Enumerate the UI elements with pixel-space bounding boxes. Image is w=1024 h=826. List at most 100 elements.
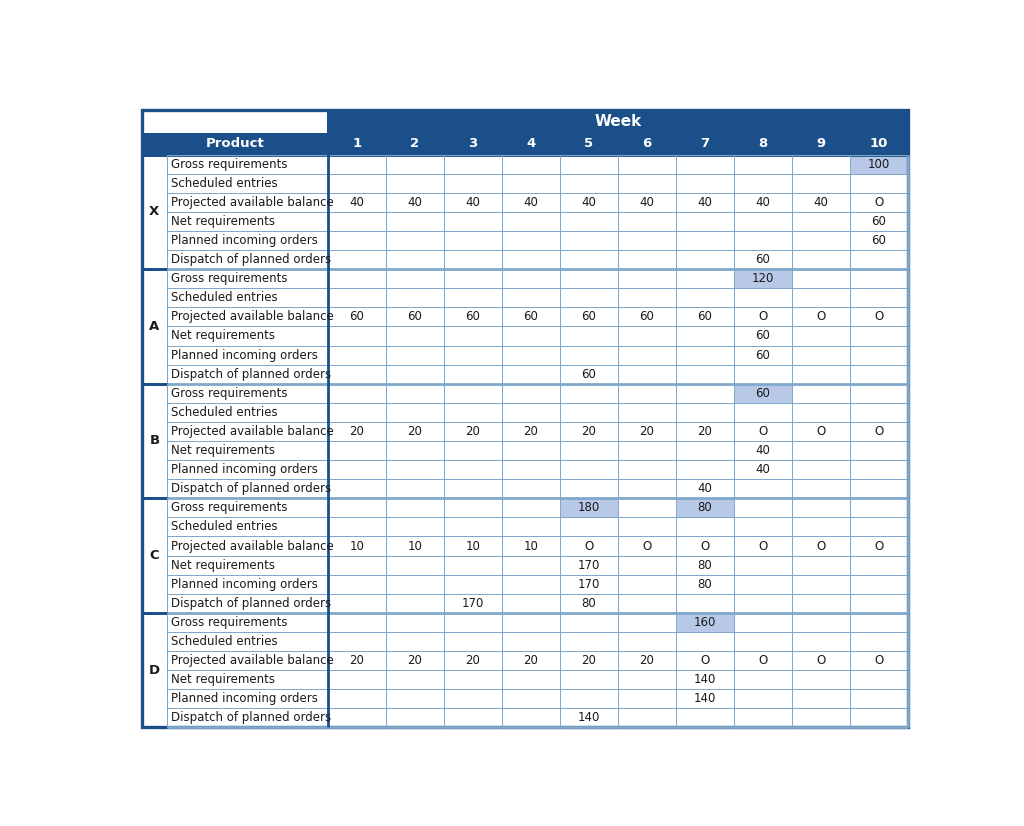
Bar: [560, 173, 617, 192]
Bar: [328, 250, 386, 269]
Text: Dispatch of planned orders: Dispatch of planned orders: [171, 253, 332, 266]
Bar: [502, 173, 560, 192]
Bar: [850, 211, 907, 231]
Bar: [328, 403, 386, 422]
Text: 20: 20: [349, 654, 365, 667]
Bar: [328, 613, 386, 632]
Bar: [617, 345, 676, 364]
Bar: [560, 192, 617, 211]
Bar: [850, 364, 907, 384]
Bar: [443, 517, 502, 536]
Bar: [502, 632, 560, 651]
Text: 40: 40: [697, 196, 713, 209]
Bar: [443, 250, 502, 269]
Bar: [792, 709, 850, 728]
Bar: [386, 231, 443, 250]
Text: 3: 3: [468, 137, 477, 150]
Text: Gross requirements: Gross requirements: [171, 387, 288, 400]
Bar: [386, 345, 443, 364]
Bar: [386, 498, 443, 517]
Bar: [617, 632, 676, 651]
Bar: [560, 632, 617, 651]
Bar: [167, 288, 328, 307]
Bar: [676, 575, 734, 594]
Text: Product: Product: [206, 137, 264, 150]
Bar: [386, 575, 443, 594]
Bar: [617, 575, 676, 594]
Bar: [792, 594, 850, 613]
Text: Net requirements: Net requirements: [171, 215, 275, 228]
Text: 180: 180: [578, 501, 600, 515]
Bar: [560, 613, 617, 632]
Bar: [502, 517, 560, 536]
Bar: [676, 651, 734, 670]
Text: 20: 20: [582, 425, 596, 438]
Bar: [850, 460, 907, 479]
Bar: [502, 709, 560, 728]
Bar: [386, 651, 443, 670]
Text: Scheduled entries: Scheduled entries: [171, 177, 279, 190]
Bar: [617, 384, 676, 403]
Bar: [617, 460, 676, 479]
Bar: [734, 460, 792, 479]
Bar: [617, 479, 676, 498]
Bar: [617, 403, 676, 422]
Bar: [734, 575, 792, 594]
Bar: [443, 288, 502, 307]
Bar: [734, 307, 792, 326]
Text: A: A: [150, 320, 160, 333]
Bar: [502, 192, 560, 211]
Bar: [676, 326, 734, 345]
Text: 170: 170: [462, 597, 484, 610]
Text: 170: 170: [578, 577, 600, 591]
Text: Gross requirements: Gross requirements: [171, 501, 288, 515]
Bar: [676, 250, 734, 269]
Bar: [560, 689, 617, 709]
Bar: [560, 479, 617, 498]
Bar: [734, 364, 792, 384]
Text: 2: 2: [411, 137, 420, 150]
Text: O: O: [758, 425, 767, 438]
Bar: [443, 345, 502, 364]
Bar: [792, 211, 850, 231]
Bar: [850, 288, 907, 307]
Bar: [328, 288, 386, 307]
Bar: [167, 403, 328, 422]
Text: 170: 170: [578, 558, 600, 572]
Bar: [850, 173, 907, 192]
Bar: [328, 632, 386, 651]
Bar: [443, 479, 502, 498]
Text: 80: 80: [697, 501, 712, 515]
Bar: [617, 307, 676, 326]
Bar: [443, 211, 502, 231]
Bar: [386, 709, 443, 728]
Bar: [328, 192, 386, 211]
Bar: [443, 594, 502, 613]
Text: 140: 140: [693, 692, 716, 705]
Bar: [328, 651, 386, 670]
Bar: [386, 384, 443, 403]
Bar: [560, 288, 617, 307]
Text: Net requirements: Net requirements: [171, 444, 275, 457]
Bar: [792, 498, 850, 517]
Bar: [792, 231, 850, 250]
Bar: [443, 689, 502, 709]
Bar: [734, 689, 792, 709]
Bar: [850, 326, 907, 345]
Bar: [792, 575, 850, 594]
Text: Scheduled entries: Scheduled entries: [171, 635, 279, 648]
Bar: [560, 403, 617, 422]
Text: 20: 20: [349, 425, 365, 438]
Bar: [502, 307, 560, 326]
Bar: [734, 498, 792, 517]
Bar: [676, 403, 734, 422]
Text: 20: 20: [466, 425, 480, 438]
Bar: [386, 403, 443, 422]
Bar: [443, 632, 502, 651]
Bar: [850, 403, 907, 422]
Bar: [443, 133, 502, 154]
Bar: [328, 326, 386, 345]
Text: C: C: [150, 549, 159, 562]
Bar: [502, 479, 560, 498]
Bar: [734, 479, 792, 498]
